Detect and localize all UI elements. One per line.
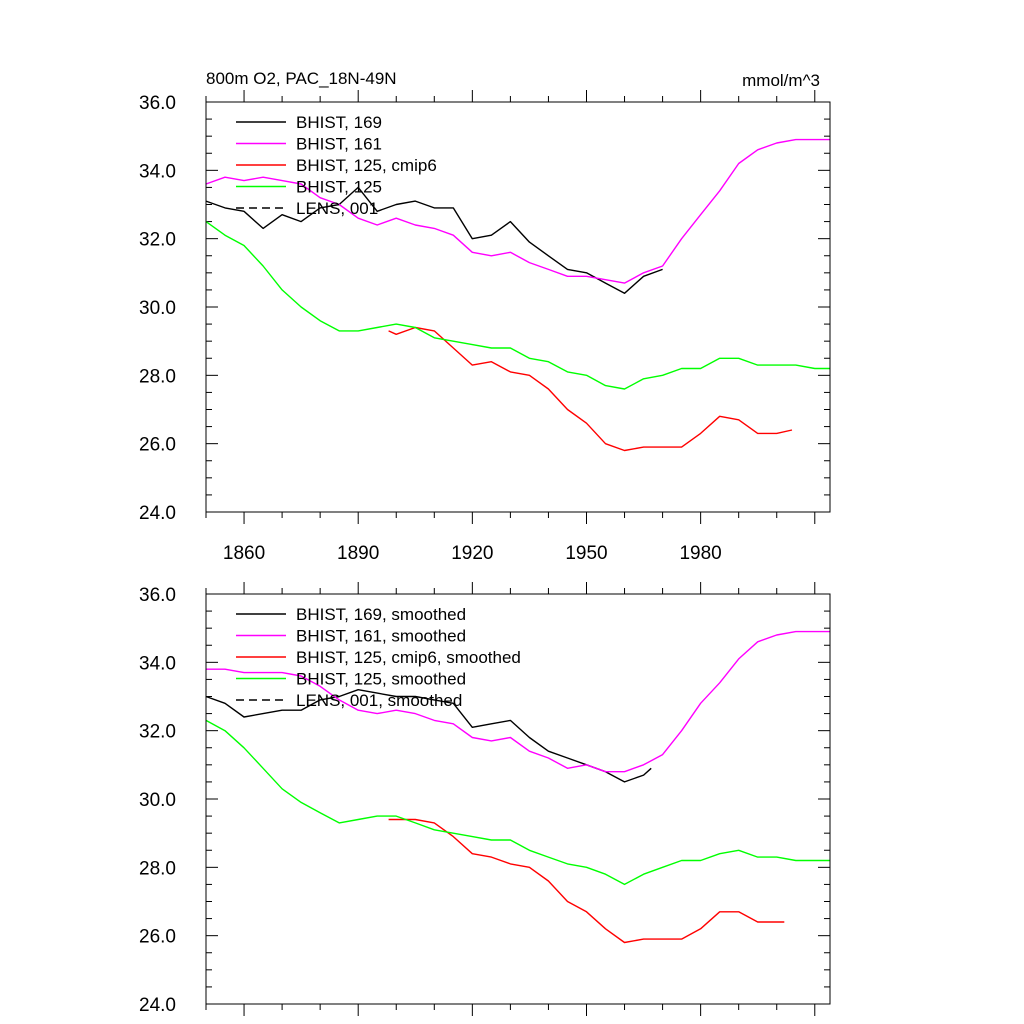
y-tick-label: 24.0 xyxy=(139,503,176,524)
panel-bottom-frame xyxy=(205,593,831,1005)
y-tick-label: 36.0 xyxy=(139,93,176,114)
panel-top-frame xyxy=(205,101,831,513)
legend-label: BHIST, 125 xyxy=(296,178,382,197)
legend-label: BHIST, 125, smoothed xyxy=(296,670,466,689)
series-line-0 xyxy=(205,186,663,294)
x-tick-label: 1980 xyxy=(679,543,721,564)
legend-label: BHIST, 161 xyxy=(296,135,382,154)
panel-top-axes: 24.0 26.0 28.0 30.0 32.0 34.0 36.0 1860 1890 1920… xyxy=(139,90,830,564)
y-tick-label: 26.0 xyxy=(139,927,176,948)
y-tick-label: 28.0 xyxy=(139,366,176,387)
legend-label: LENS, 001, smoothed xyxy=(296,691,462,710)
y-tick-label: 32.0 xyxy=(139,722,176,743)
series-line-3 xyxy=(205,221,830,390)
x-tick-label: 1950 xyxy=(565,543,607,564)
panel-bottom-series xyxy=(205,630,830,944)
legend-label: BHIST, 125, cmip6 xyxy=(296,156,437,175)
series-line-1 xyxy=(205,138,830,284)
y-tick-label: 32.0 xyxy=(139,230,176,251)
x-tick-label: 1920 xyxy=(451,543,493,564)
panel-top: 800m O2, PAC_18N-49N mmol/m^3 24.0 26.0 28… xyxy=(139,69,831,564)
legend-label: BHIST, 169 xyxy=(296,113,382,132)
units-label: mmol/m^3 xyxy=(742,71,820,90)
y-tick-label: 34.0 xyxy=(139,161,176,182)
y-tick-label: 30.0 xyxy=(139,298,176,319)
y-tick-label: 26.0 xyxy=(139,435,176,456)
panel-bottom-axes: 24.0 26.0 28.0 30.0 32.0 34.0 36.0 xyxy=(139,582,830,1016)
panel-top-series xyxy=(205,138,830,452)
chart-title: 800m O2, PAC_18N-49N xyxy=(206,69,397,88)
series-line-2 xyxy=(388,326,793,452)
legend-label: BHIST, 161, smoothed xyxy=(296,627,466,646)
series-line-1 xyxy=(206,630,830,773)
y-tick-label: 24.0 xyxy=(139,995,176,1016)
series-line-2 xyxy=(388,818,785,944)
y-tick-label: 36.0 xyxy=(139,585,176,606)
legend-label: BHIST, 125, cmip6, smoothed xyxy=(296,648,521,667)
legend-label: LENS, 001 xyxy=(296,199,378,218)
panel-top-legend: BHIST, 169 BHIST, 161 BHIST, 125, cmip6 BHI… xyxy=(236,113,437,218)
x-tick-label: 1860 xyxy=(223,543,265,564)
legend-label: BHIST, 169, smoothed xyxy=(296,605,466,624)
x-tick-label: 1890 xyxy=(337,543,379,564)
y-tick-label: 30.0 xyxy=(139,790,176,811)
series-line-3 xyxy=(205,719,830,886)
panel-bottom: 24.0 26.0 28.0 30.0 32.0 34.0 36.0 BHIST, 169,… xyxy=(139,582,831,1016)
panel-bottom-legend: BHIST, 169, smoothed BHIST, 161, smoothed… xyxy=(236,605,521,710)
y-tick-label: 28.0 xyxy=(139,858,176,879)
y-tick-label: 34.0 xyxy=(139,653,176,674)
